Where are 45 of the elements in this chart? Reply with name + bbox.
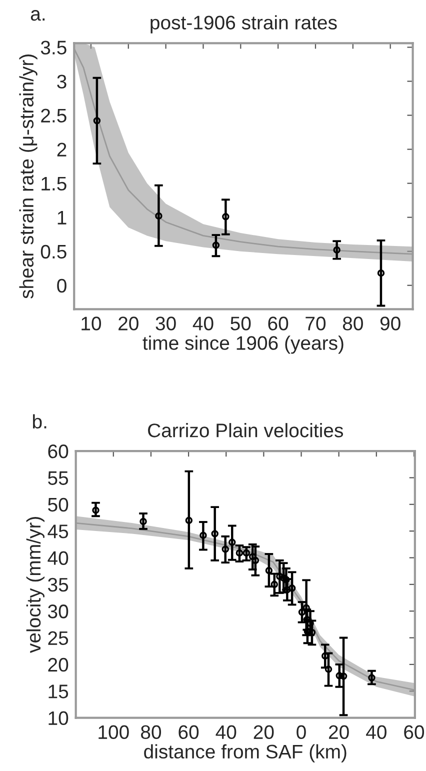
chart-title: Carrizo Plain velocities (148, 423, 344, 438)
y-tick-label: 45 (48, 524, 68, 538)
x-tick-label: 20 (254, 725, 274, 740)
y-tick-label: 60 (48, 444, 68, 458)
y-tick-label: 55 (48, 471, 68, 485)
text: b. (33, 414, 46, 429)
x-tick-label: 60 (178, 725, 199, 740)
y-tick-label: 3.5 (40, 40, 66, 54)
y-tick-label: 0 (57, 278, 66, 293)
text: a. (30, 10, 45, 21)
y-tick-label: 35 (48, 578, 68, 592)
x-axis-title: distance from SAF (km) (144, 744, 346, 762)
chart-title: post-1906 strain rates (150, 15, 337, 34)
x-tick-label: 50 (230, 316, 251, 330)
y-axis-title: velocity (mm/yr) (26, 517, 44, 653)
y-tick-label: 20 (48, 658, 68, 672)
y-tick-label: 1 (58, 211, 66, 224)
y-tick-label: 25 (48, 631, 68, 646)
y-tick-label: 3 (57, 74, 66, 89)
x-tick-label: 0 (296, 725, 306, 740)
x-tick-label: 60 (404, 725, 424, 740)
y-tick-label: 2 (57, 142, 66, 156)
y-tick-label: 1.5 (42, 176, 66, 191)
x-tick-label: 100 (98, 725, 129, 740)
x-tick-label: 10 (82, 316, 102, 330)
y-tick-label: 50 (48, 498, 68, 512)
x-tick-label: 80 (141, 725, 162, 740)
x-tick-label: 80 (342, 316, 363, 330)
x-tick-label: 40 (192, 316, 214, 330)
x-tick-label: 60 (268, 316, 288, 330)
y-tick-label: 40 (48, 551, 68, 565)
y-tick-label: 0.5 (40, 244, 66, 259)
x-tick-label: 40 (366, 725, 386, 740)
x-tick-label: 90 (380, 316, 400, 330)
x-axis-title: time since 1906 (years) (142, 336, 344, 354)
x-tick-label: 20 (329, 725, 349, 740)
y-tick-label: 2.5 (41, 108, 66, 123)
x-tick-label: 30 (156, 316, 176, 330)
x-tick-label: 70 (306, 316, 326, 330)
y-tick-label: 15 (48, 684, 68, 698)
y-tick-label: 10 (48, 711, 68, 726)
y-axis-title: shear strain rate (μ-strain/yr) (19, 54, 38, 298)
y-tick-label: 30 (48, 604, 68, 618)
x-tick-label: 20 (118, 316, 138, 330)
x-tick-label: 40 (216, 725, 236, 740)
